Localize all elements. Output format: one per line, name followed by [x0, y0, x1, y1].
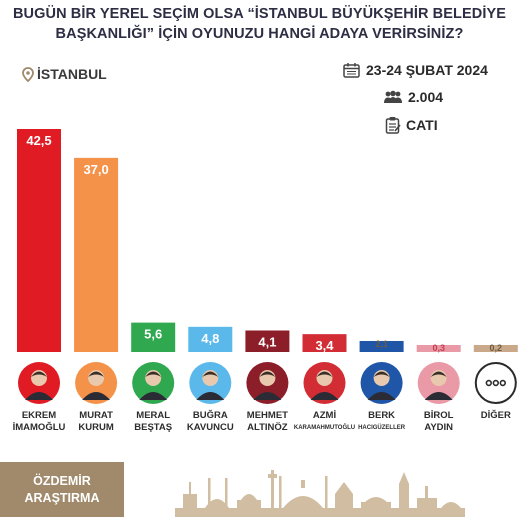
bar-value-label: 3,4	[315, 338, 334, 353]
candidate-name: BİROL AYDIN	[407, 410, 471, 434]
avatar-body	[139, 392, 168, 400]
candidate-name: DİĞER	[464, 410, 519, 422]
candidate-first-name: DİĞER	[480, 410, 511, 421]
avatar-body	[424, 392, 453, 400]
avatar-hair	[259, 371, 276, 377]
candidate-first-name: MERAL	[136, 410, 171, 421]
istanbul-skyline-decoration	[175, 470, 465, 517]
calendar-icon	[343, 63, 360, 78]
candidate-first-name: BUĞRA	[192, 410, 228, 421]
brand-line-1: ÖZDEMİR	[33, 473, 91, 488]
avatar-hair	[88, 371, 105, 377]
dot	[499, 379, 506, 387]
bar-value-label: 4,1	[258, 334, 276, 349]
avatar-hair	[430, 371, 447, 377]
candidate-last-name: ALTINÖZ	[247, 422, 288, 433]
bar-4	[188, 326, 233, 352]
chart-title-line-2: BAŞKANLIĞI” İÇİN OYUNUZU HANGİ ADAYA VER…	[55, 26, 464, 42]
bar-value-label: 4,8	[201, 331, 219, 346]
candidate-first-name: EKREM	[21, 410, 57, 421]
candidate-last-name: BEŞTAŞ	[134, 422, 173, 433]
bar-value-label: 5,6	[144, 327, 162, 342]
more-dots-icon	[474, 362, 517, 404]
bar-value-label: 2,1	[375, 339, 388, 349]
people-icon	[384, 90, 402, 103]
chart-title-line-1: BUGÜN BİR YEREL SEÇİM OLSA “İSTANBUL BÜY…	[12, 6, 506, 22]
bar-chart: 42,5 37,0 5,6 4,8 4,1 3,4 2,1 0,3 0,2	[17, 129, 518, 404]
candidate-last-name: AYDIN	[424, 422, 454, 433]
bar-7	[359, 340, 404, 352]
bar-1	[17, 129, 61, 352]
dot	[492, 379, 499, 387]
avatar-hair	[31, 371, 47, 377]
bar-5	[245, 330, 290, 352]
clipboard-icon	[385, 117, 401, 134]
candidate-first-name: AZMİ	[312, 410, 337, 421]
candidate-last-name: KURUM	[78, 422, 114, 433]
bar-value-label: 0,3	[432, 343, 445, 353]
candidate-name: EKREM İMAMOĞLU	[7, 410, 71, 434]
candidate-name: BERK HACIGÜZELLER	[350, 410, 414, 434]
candidate-first-name: MEHMET	[246, 410, 288, 421]
survey-date-text: 23-24 ŞUBAT 2024	[366, 62, 488, 78]
survey-method-text: CATI	[406, 117, 438, 133]
candidate-name: AZMİ KARAMAHMUTOĞLU	[293, 410, 357, 434]
avatar-body	[25, 392, 53, 400]
bar-3	[131, 322, 176, 352]
candidate-name: BUĞRA KAVUNCU	[178, 410, 242, 434]
candidate-last-name: KARAMAHMUTOĞLU	[293, 425, 356, 431]
candidate-last-name: İMAMOĞLU	[12, 422, 66, 433]
candidate-last-name: HACIGÜZELLER	[358, 425, 406, 431]
candidate-last-name: KAVUNCU	[186, 422, 234, 433]
avatar-body	[367, 392, 396, 400]
sample-size-text: 2.004	[408, 89, 444, 105]
candidate-first-name: BİROL	[423, 410, 454, 421]
location-label: İSTANBUL	[22, 66, 107, 82]
brand-logo: ÖZDEMİR ARAŞTIRMA	[0, 462, 124, 517]
bar-6	[302, 334, 347, 352]
bar-9	[473, 345, 518, 352]
avatar-hair	[373, 371, 390, 377]
bar-value-label: 0,2	[490, 343, 503, 353]
location-text: İSTANBUL	[37, 66, 107, 82]
survey-method: CATI	[385, 116, 438, 134]
brand-line-2: ARAŞTIRMA	[24, 490, 100, 505]
candidate-first-name: MURAT	[79, 410, 113, 421]
chart-title: BUGÜN BİR YEREL SEÇİM OLSA “İSTANBUL BÜY…	[0, 4, 519, 44]
avatar-hair	[202, 371, 219, 377]
bar-8	[416, 345, 461, 352]
sample-size: 2.004	[383, 89, 443, 105]
avatar-body	[196, 392, 225, 400]
bar-2	[74, 157, 119, 352]
map-pin-icon	[22, 66, 34, 82]
bar-value-label: 42,5	[26, 133, 51, 148]
dot	[485, 379, 492, 387]
avatar-body	[253, 392, 282, 400]
candidate-first-name: BERK	[368, 410, 396, 421]
bar-value-label: 37,0	[83, 162, 108, 177]
avatar-hair	[145, 371, 162, 377]
avatar-body	[310, 392, 339, 400]
avatar-hair	[316, 371, 333, 377]
candidate-name: MEHMET ALTINÖZ	[235, 410, 299, 434]
avatar-body	[82, 392, 111, 400]
candidate-name: MERAL BEŞTAŞ	[121, 410, 185, 434]
survey-date: 23-24 ŞUBAT 2024	[343, 62, 488, 78]
candidate-name: MURAT KURUM	[64, 410, 128, 434]
